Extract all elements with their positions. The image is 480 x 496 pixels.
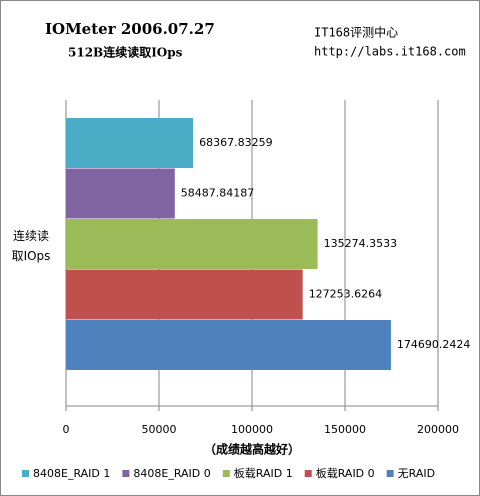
legend-swatch	[22, 470, 29, 477]
legend-label: 无RAID	[398, 467, 435, 480]
x-tick-label: 150000	[324, 423, 366, 436]
legend-label: 8408E_RAID 0	[133, 467, 210, 480]
value-label: 127253.6264	[309, 288, 382, 301]
x-tick-label: 50000	[142, 423, 177, 436]
x-tick-label: 100000	[231, 423, 273, 436]
value-label: 58487.84187	[181, 187, 254, 200]
url: http://labs.it168.com	[314, 45, 466, 59]
x-tick-label: 0	[63, 423, 70, 436]
title: IOMeter 2006.07.27	[45, 20, 215, 38]
legend-swatch	[304, 470, 312, 477]
legend-swatch	[222, 470, 230, 477]
legend-swatch	[386, 470, 394, 477]
category-label: 连续读取IOps	[11, 229, 51, 263]
legend-label: 板载RAID 1	[234, 466, 293, 480]
bar	[66, 269, 303, 320]
x-axis-label: （成绩越高越好）	[204, 442, 300, 457]
value-label: 174690.2424	[397, 338, 470, 351]
legend-label: 板载RAID 0	[316, 466, 375, 480]
bar	[66, 168, 175, 219]
subtitle: 512B连续读取IOps	[68, 45, 183, 60]
source: IT168评测中心	[314, 25, 398, 40]
legend-label: 8408E_RAID 1	[33, 467, 110, 480]
bar	[66, 118, 194, 168]
value-label: 135274.3533	[324, 237, 397, 250]
bar	[66, 219, 318, 269]
x-tick-label: 200000	[417, 423, 459, 436]
bar	[66, 320, 391, 370]
legend-swatch	[122, 470, 130, 477]
value-label: 68367.83259	[199, 136, 272, 149]
